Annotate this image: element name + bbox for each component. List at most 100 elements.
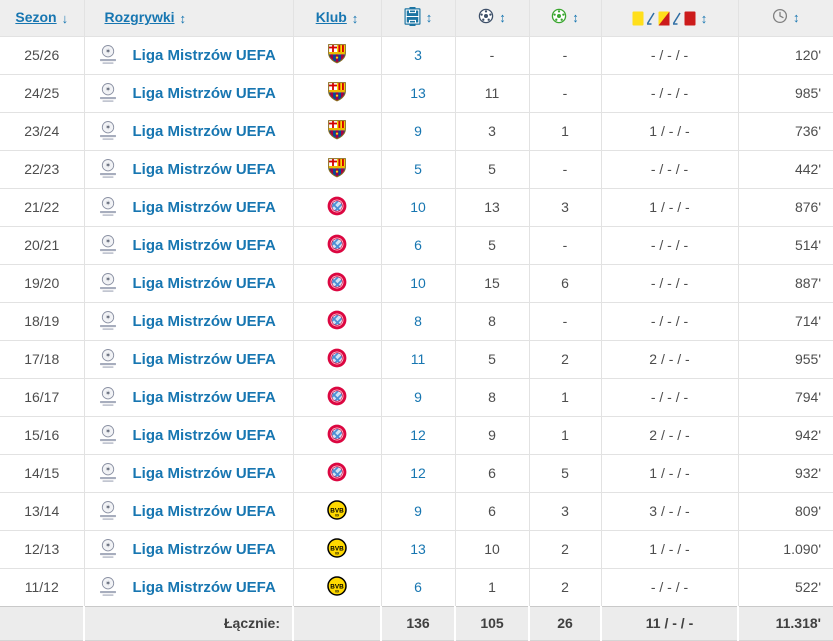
goals-cell: 1: [455, 567, 530, 606]
competition-link[interactable]: Liga Mistrzów UEFA: [132, 426, 276, 444]
competition-link[interactable]: Liga Mistrzów UEFA: [132, 464, 276, 482]
appearances-cell: 9: [381, 377, 456, 416]
club-badge-bayern-munich[interactable]: [327, 348, 347, 368]
appearances-link[interactable]: 11: [410, 351, 426, 367]
cards-cell: 2 / - / -: [601, 415, 739, 454]
svg-text:✶: ✶: [105, 579, 111, 587]
svg-text:✶: ✶: [105, 389, 111, 397]
season-cell: 18/19: [0, 301, 85, 340]
col-header-club[interactable]: Klub ↕: [293, 0, 382, 37]
champions-league-icon: ✶: [96, 196, 120, 219]
appearances-link[interactable]: 6: [414, 237, 422, 253]
competition-link[interactable]: Liga Mistrzów UEFA: [132, 540, 276, 558]
club-badge-fc-barcelona[interactable]: [327, 119, 347, 140]
assists-cell: -: [529, 36, 602, 74]
minutes-clock-icon: [772, 8, 788, 27]
sort-icon[interactable]: ↕: [700, 11, 708, 27]
appearances-link[interactable]: 12: [410, 465, 426, 481]
appearances-link[interactable]: 12: [410, 427, 426, 443]
sort-icon[interactable]: ↕: [793, 10, 800, 26]
competition-cell: ✶ Liga Mistrzów UEFA: [84, 453, 294, 492]
sort-descending-icon[interactable]: ↓: [61, 11, 69, 27]
competition-link[interactable]: Liga Mistrzów UEFA: [132, 350, 276, 368]
goals-cell: 6: [455, 491, 530, 530]
competition-link[interactable]: Liga Mistrzów UEFA: [132, 46, 276, 64]
competition-link[interactable]: Liga Mistrzów UEFA: [132, 84, 276, 102]
season-cell: 21/22: [0, 187, 85, 226]
club-badge-borussia-dortmund[interactable]: BVB 09: [327, 575, 347, 596]
club-cell: [293, 301, 382, 340]
col-header-competition[interactable]: Rozgrywki ↕: [84, 0, 294, 37]
competition-link[interactable]: Liga Mistrzów UEFA: [132, 502, 276, 520]
appearances-link[interactable]: 13: [410, 541, 426, 557]
col-header-season[interactable]: Sezon ↓: [0, 0, 85, 37]
minutes-cell: 955': [738, 339, 833, 378]
appearances-link[interactable]: 3: [414, 47, 422, 63]
sort-icon[interactable]: ↕: [499, 10, 506, 26]
col-header-cards[interactable]: ↕: [601, 0, 739, 37]
competition-link[interactable]: Liga Mistrzów UEFA: [132, 388, 276, 406]
club-sort-link[interactable]: Klub: [315, 9, 347, 26]
club-badge-bayern-munich[interactable]: [327, 234, 347, 254]
appearances-link[interactable]: 6: [414, 579, 422, 595]
sort-icon[interactable]: ↕: [351, 11, 359, 27]
competition-link[interactable]: Liga Mistrzów UEFA: [132, 122, 276, 140]
club-badge-bayern-munich[interactable]: [327, 462, 347, 482]
season-cell: 24/25: [0, 73, 85, 112]
col-header-appearances[interactable]: ↕: [381, 0, 456, 37]
appearances-link[interactable]: 10: [410, 199, 426, 215]
assists-cell: -: [529, 301, 602, 340]
competition-link[interactable]: Liga Mistrzów UEFA: [132, 578, 276, 596]
appearances-link[interactable]: 13: [410, 85, 426, 101]
season-cell: 15/16: [0, 415, 85, 454]
appearances-link[interactable]: 9: [414, 389, 422, 405]
sort-icon[interactable]: ↕: [179, 11, 187, 27]
competition-sort-link[interactable]: Rozgrywki: [104, 9, 175, 26]
competition-link[interactable]: Liga Mistrzów UEFA: [132, 274, 276, 292]
club-badge-borussia-dortmund[interactable]: BVB 09: [327, 499, 347, 520]
appearances-link[interactable]: 9: [414, 503, 422, 519]
competition-link[interactable]: Liga Mistrzów UEFA: [132, 160, 276, 178]
appearances-cell: 6: [381, 225, 456, 264]
assists-cell: 2: [529, 339, 602, 378]
sort-icon[interactable]: ↕: [425, 10, 433, 26]
season-cell: 25/26: [0, 36, 85, 74]
club-badge-fc-barcelona[interactable]: [327, 43, 347, 64]
col-header-minutes[interactable]: ↕: [738, 0, 833, 37]
col-header-goals[interactable]: ↕: [455, 0, 530, 37]
club-cell: [293, 415, 382, 454]
minutes-cell: 736': [738, 111, 833, 150]
svg-text:✶: ✶: [105, 85, 111, 93]
club-badge-fc-barcelona[interactable]: [327, 157, 347, 178]
table-row: 17/18 ✶ Liga Mistrzów UEFA 11 5 2 2 / - / -…: [0, 339, 833, 378]
appearances-link[interactable]: 8: [414, 313, 422, 329]
goals-cell: 3: [455, 111, 530, 150]
competition-link[interactable]: Liga Mistrzów UEFA: [132, 312, 276, 330]
svg-text:09: 09: [335, 589, 339, 593]
appearances-link[interactable]: 10: [410, 275, 426, 291]
competition-cell: ✶ Liga Mistrzów UEFA: [84, 149, 294, 188]
champions-league-icon: ✶: [96, 234, 120, 257]
assists-cell: 3: [529, 491, 602, 530]
club-badge-borussia-dortmund[interactable]: BVB 09: [327, 537, 347, 558]
total-cards: 11 / - / -: [601, 605, 739, 641]
club-badge-bayern-munich[interactable]: [327, 196, 347, 216]
club-badge-bayern-munich[interactable]: [327, 386, 347, 406]
club-badge-bayern-munich[interactable]: [327, 424, 347, 444]
goals-ball-icon: [478, 8, 494, 27]
competition-cell: ✶ Liga Mistrzów UEFA: [84, 567, 294, 606]
competition-link[interactable]: Liga Mistrzów UEFA: [132, 236, 276, 254]
appearances-link[interactable]: 5: [414, 161, 422, 177]
sort-icon[interactable]: ↕: [572, 10, 579, 26]
assists-cell: -: [529, 225, 602, 264]
appearances-link[interactable]: 9: [414, 123, 422, 139]
totals-empty-club: [293, 605, 382, 641]
club-badge-fc-barcelona[interactable]: [327, 81, 347, 102]
col-header-assists[interactable]: ↕: [529, 0, 602, 37]
season-sort-link[interactable]: Sezon: [15, 9, 57, 26]
competition-link[interactable]: Liga Mistrzów UEFA: [132, 198, 276, 216]
club-badge-bayern-munich[interactable]: [327, 272, 347, 292]
club-cell: [293, 263, 382, 302]
club-badge-bayern-munich[interactable]: [327, 310, 347, 330]
